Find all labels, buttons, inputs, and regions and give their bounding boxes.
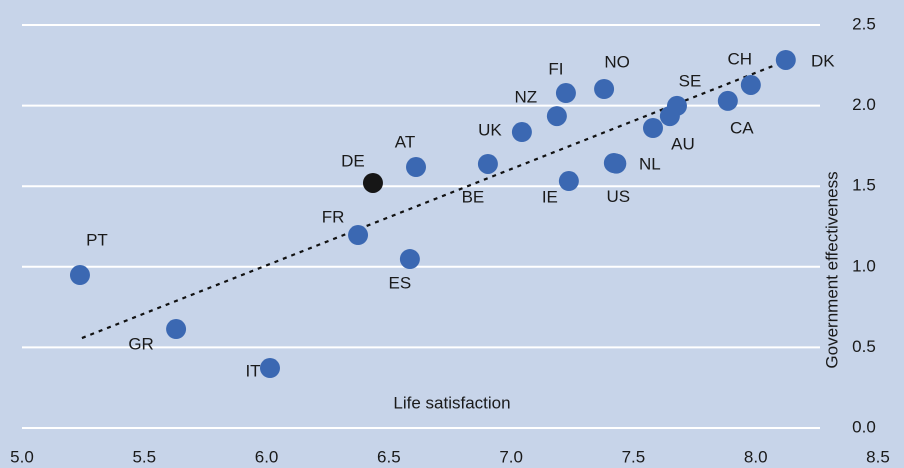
x-tick-label: 5.0 [10, 447, 34, 466]
point-label: NO [604, 52, 630, 71]
y-tick-label: 1.5 [852, 176, 876, 195]
point-label: DK [811, 51, 835, 70]
y-tick-label: 2.0 [852, 95, 876, 114]
point [406, 157, 427, 178]
point [362, 172, 383, 193]
x-tick-label: 7.0 [499, 447, 523, 466]
point [775, 49, 796, 70]
point [555, 83, 576, 104]
y-axis-label: Government effectiveness [822, 171, 841, 368]
point [717, 90, 738, 111]
point-label: NZ [515, 88, 538, 107]
point-label: IE [542, 188, 558, 207]
point [606, 153, 627, 174]
point [740, 74, 761, 95]
x-tick-label: 8.5 [866, 447, 890, 466]
point-label: IT [245, 362, 260, 381]
x-tick-label: 7.5 [622, 447, 646, 466]
point-label: SE [679, 71, 702, 90]
point-label: CA [730, 118, 754, 137]
point [477, 153, 498, 174]
x-axis-label: Life satisfaction [393, 393, 510, 412]
x-tick-label: 5.5 [132, 447, 156, 466]
point-label: DE [341, 151, 365, 170]
point-label: FR [322, 208, 345, 227]
point-label: ES [389, 274, 412, 293]
point-label: UK [478, 121, 502, 140]
point [666, 95, 687, 116]
point [558, 171, 579, 192]
x-tick-label: 6.0 [255, 447, 279, 466]
point-label: US [606, 187, 630, 206]
y-tick-label: 0.5 [852, 337, 876, 356]
point [348, 225, 369, 246]
point-label: AU [671, 134, 695, 153]
point [594, 78, 615, 99]
point [511, 122, 532, 143]
point [69, 265, 90, 286]
y-tick-label: 0.0 [852, 417, 876, 436]
y-tick-label: 2.5 [852, 14, 876, 33]
point-label: PT [86, 231, 108, 250]
point [399, 249, 420, 270]
point [642, 118, 663, 139]
point-label: GR [128, 335, 154, 354]
point [166, 319, 187, 340]
x-tick-label: 6.5 [377, 447, 401, 466]
point-label: AT [395, 133, 415, 152]
point-label: FI [548, 60, 563, 79]
point-label: NL [639, 154, 661, 173]
y-tick-label: 1.0 [852, 256, 876, 275]
x-tick-label: 8.0 [744, 447, 768, 466]
point [546, 106, 567, 127]
point-label: BE [462, 187, 485, 206]
point [259, 358, 280, 379]
point-label: CH [728, 49, 753, 68]
